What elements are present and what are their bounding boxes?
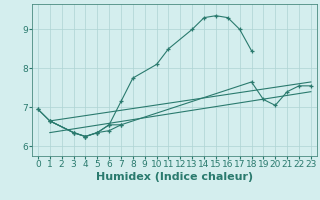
X-axis label: Humidex (Indice chaleur): Humidex (Indice chaleur) — [96, 172, 253, 182]
